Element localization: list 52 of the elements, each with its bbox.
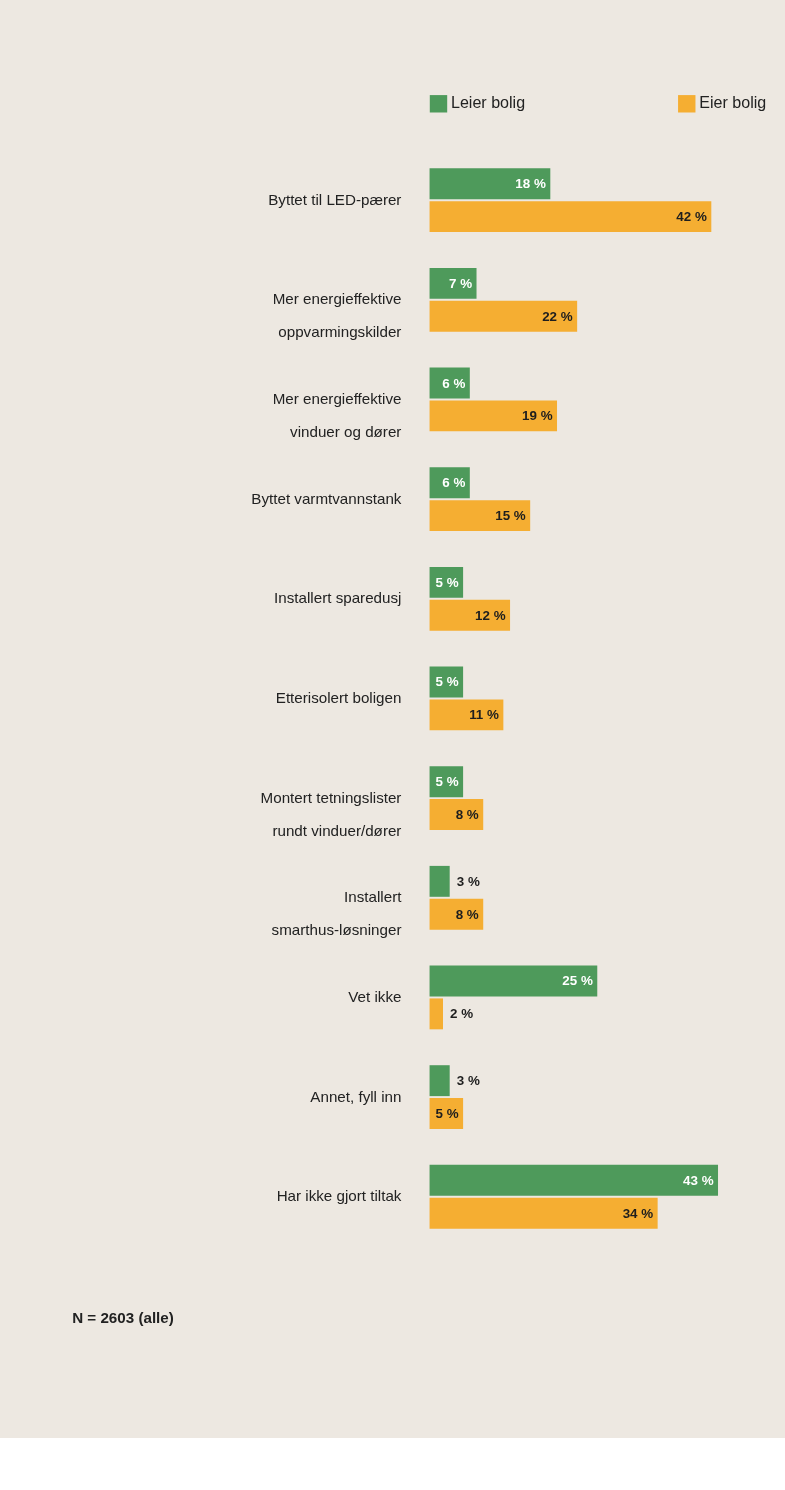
bar xyxy=(429,1164,719,1196)
bar xyxy=(429,500,531,532)
data-label: 2 % xyxy=(450,1006,474,1022)
data-label: 12 % xyxy=(475,607,506,623)
data-label: 42 % xyxy=(676,209,707,225)
bar xyxy=(429,865,450,897)
data-label: 6 % xyxy=(442,375,466,391)
y-tick-label: Annet, fyll inn xyxy=(310,1087,402,1105)
data-label: 5 % xyxy=(435,574,459,590)
data-label: 19 % xyxy=(522,408,553,424)
data-label: 43 % xyxy=(683,1172,714,1188)
data-label: 15 % xyxy=(495,508,526,524)
data-label: 3 % xyxy=(456,873,480,889)
bar xyxy=(429,898,484,930)
bar xyxy=(429,1197,658,1229)
bar xyxy=(429,1065,450,1097)
data-label: 25 % xyxy=(562,973,593,989)
data-label: 7 % xyxy=(448,275,473,291)
data-label: 5 % xyxy=(435,774,459,790)
data-label: 3 % xyxy=(456,1073,480,1089)
data-label: 22 % xyxy=(542,308,573,324)
y-tick-label: Har ikke gjort tiltak xyxy=(276,1187,402,1205)
bar xyxy=(429,998,443,1030)
legend-label: Eier bolig xyxy=(699,93,767,112)
bar xyxy=(429,400,558,432)
bar xyxy=(429,300,578,332)
legend-label: Leier bolig xyxy=(451,93,526,112)
y-tick-label: Byttet varmtvannstank xyxy=(251,489,402,507)
text: N = 2603 (alle) xyxy=(72,1308,174,1326)
bar xyxy=(429,267,477,299)
data-label: 34 % xyxy=(622,1205,654,1221)
bar xyxy=(429,201,712,233)
data-label: 8 % xyxy=(455,906,479,922)
y-tick-label: Mer energieffektive vinduer og dører xyxy=(272,389,402,440)
y-tick-label: Mer energieffektive oppvarmingskilder xyxy=(272,290,402,341)
data-label: 5 % xyxy=(435,674,459,690)
bar xyxy=(429,965,598,997)
bar xyxy=(429,599,511,631)
y-tick-label: Installert sparedusj xyxy=(274,589,402,607)
y-tick-label: Etterisolert boligen xyxy=(275,688,402,706)
data-label: 6 % xyxy=(442,475,466,491)
y-tick-label: Byttet til LED-pærer xyxy=(268,190,402,208)
bar xyxy=(429,168,551,200)
data-label: 5 % xyxy=(435,1106,459,1122)
data-label: 18 % xyxy=(515,176,546,192)
data-label: 11 % xyxy=(469,707,499,723)
y-tick-label: Montert tetningslister rundt vinduer/dører xyxy=(260,788,402,839)
y-tick-label: Installert smarthus-løsninger xyxy=(271,888,403,939)
bar xyxy=(429,699,504,731)
bar xyxy=(429,799,484,831)
data-label: 8 % xyxy=(455,807,479,823)
y-tick-label: Vet ikke xyxy=(348,987,402,1005)
